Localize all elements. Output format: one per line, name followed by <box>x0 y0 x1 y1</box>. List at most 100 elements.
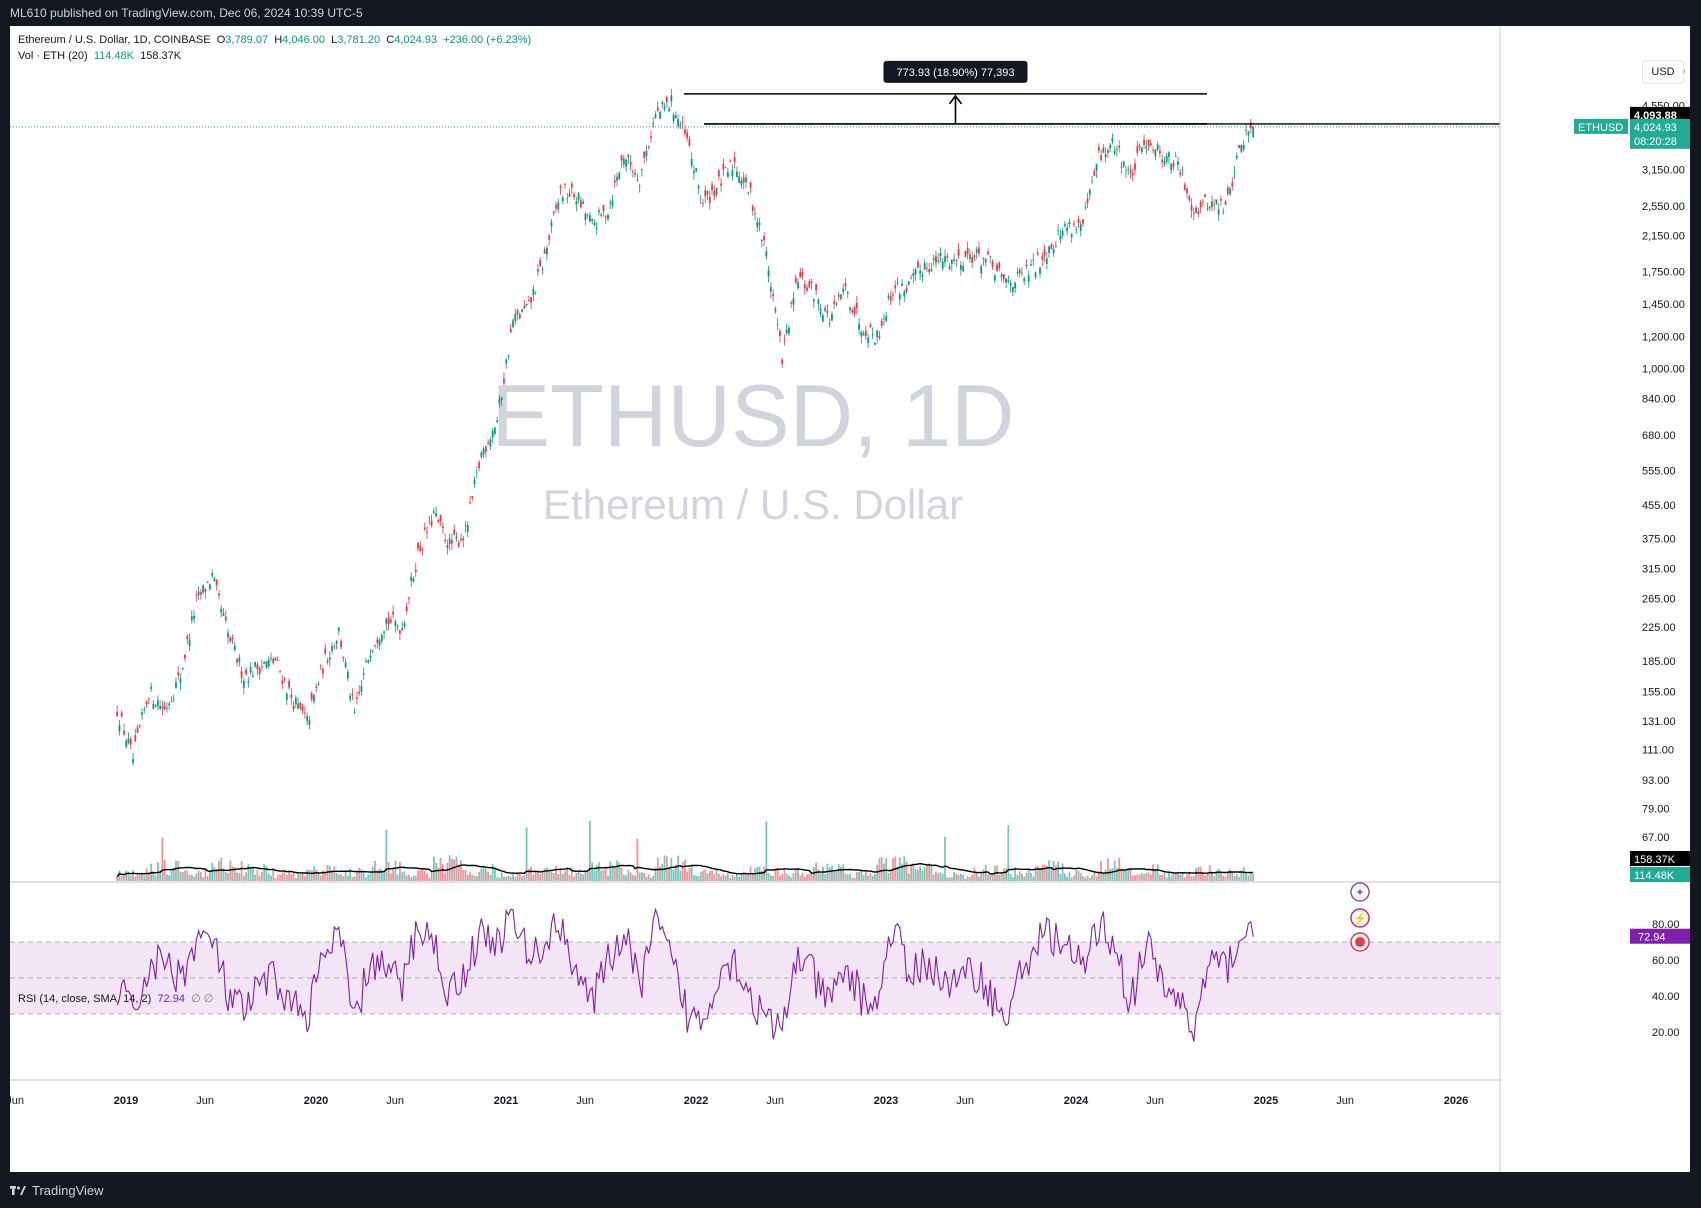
volume-bar <box>405 875 408 881</box>
volume-bar <box>251 867 254 881</box>
volume-bar <box>403 871 406 881</box>
candle-body <box>616 176 618 181</box>
candle-body <box>356 697 358 699</box>
currency-button[interactable]: USD <box>1642 60 1684 84</box>
side-icons[interactable]: ✦ ⚡ <box>1350 882 1370 952</box>
candle-body <box>733 157 736 162</box>
price-axis[interactable]: 5,550.004,550.003,150.002,550.002,150.00… <box>1501 26 1690 1172</box>
volume-bar <box>564 870 566 881</box>
volume-bar <box>736 873 738 881</box>
volume-bar <box>482 865 485 881</box>
candle-body <box>598 210 600 213</box>
candle-body <box>566 198 569 200</box>
volume-bar <box>1100 860 1102 881</box>
volume-bar <box>1188 871 1191 881</box>
branding-text: TradingView <box>32 1182 104 1198</box>
candle-body <box>1122 161 1125 167</box>
candle-body <box>688 139 691 146</box>
volume-legend-label[interactable]: Vol · ETH (20) <box>18 50 88 62</box>
volume-bar <box>733 876 736 881</box>
volume-bar <box>417 870 419 881</box>
candle-body <box>815 283 817 291</box>
volume-bar <box>765 821 768 881</box>
volume-bar <box>901 863 903 881</box>
chart-svg[interactable]: ETHUSD, 1D Ethereum / U.S. Dollar 773.93… <box>6 26 1690 1172</box>
price-tick-label: 2,150.00 <box>1642 231 1685 243</box>
volume-bar <box>138 875 141 881</box>
lightning-icon[interactable] <box>1350 908 1370 928</box>
candle-body <box>457 542 460 547</box>
candle-body <box>991 261 994 267</box>
candle-body <box>559 186 562 189</box>
candle-body <box>1145 146 1148 149</box>
candle-body <box>159 706 162 709</box>
volume-bar <box>346 875 349 881</box>
volume-bar <box>1059 873 1062 881</box>
candle-body <box>161 706 164 709</box>
candle-body <box>482 448 485 455</box>
volume-bar <box>575 872 578 881</box>
volume-bar <box>261 871 263 881</box>
candle-body <box>428 517 431 518</box>
volume-bar <box>236 872 238 881</box>
price-tick-label: 1,000.00 <box>1642 363 1685 375</box>
volume-bar <box>344 871 347 881</box>
rsi-axis[interactable]: 80.00 60.00 40.00 20.00 <box>1652 919 1680 1039</box>
candle-body <box>362 673 365 675</box>
candle-body <box>444 540 447 542</box>
volume-bar <box>487 871 490 881</box>
last-price-tag <box>1630 118 1690 149</box>
time-tick-label: 2026 <box>1444 1095 1468 1107</box>
volume-bar <box>317 873 320 881</box>
time-axis[interactable]: Jun 2019 Jun 2020 Jun 2021 Jun 2022 Jun 2023 Jun 20… <box>6 1095 1468 1107</box>
candle-body <box>1222 211 1225 213</box>
candle-body <box>1224 201 1227 205</box>
candle-body <box>1134 163 1136 170</box>
candle-body <box>613 180 616 183</box>
volume-bar <box>589 820 591 881</box>
measure-label-box <box>883 60 1028 83</box>
volume-bar <box>166 874 168 881</box>
candle-body <box>432 511 435 513</box>
candle-body <box>475 471 478 473</box>
candle-body <box>1054 245 1057 247</box>
candle-body <box>1165 155 1168 162</box>
volume-bar <box>1143 874 1145 881</box>
candle-body <box>930 268 933 271</box>
rsi-legend-label[interactable]: RSI (14, close, SMA, 14, 2) <box>18 993 152 1005</box>
candle-body <box>209 584 211 590</box>
ideas-icon[interactable] <box>1350 882 1370 902</box>
volume-bar <box>1054 865 1057 881</box>
volume-bar <box>921 870 924 881</box>
volume-bar <box>534 871 537 881</box>
rsi-line <box>116 907 1254 1042</box>
volume-bar <box>367 874 370 881</box>
candle-body <box>1027 275 1030 282</box>
candle-body <box>962 266 965 272</box>
candle-body <box>781 359 784 365</box>
volume-legend-ma: 158.37K <box>140 50 182 62</box>
candle-body <box>1113 151 1116 155</box>
chart-frame[interactable]: ETHUSD, 1D Ethereum / U.S. Dollar 773.93… <box>6 26 1690 1172</box>
volume-bar <box>806 874 808 881</box>
volume-bar <box>853 877 856 881</box>
candle-body <box>1052 248 1055 254</box>
price-tick-label: 1,450.00 <box>1642 299 1685 311</box>
volume-bar <box>1039 868 1041 881</box>
volume-bar <box>430 871 433 881</box>
candle-body <box>772 294 775 297</box>
volume-bar <box>525 827 528 881</box>
price-tick-label: 93.00 <box>1642 775 1670 787</box>
volume-bar <box>923 867 926 881</box>
candle-body <box>808 281 811 288</box>
volume-bar <box>1091 875 1093 881</box>
volume-bar <box>473 876 476 881</box>
legend-symbol[interactable]: Ethereum / U.S. Dollar, 1D, COINBASE <box>18 34 211 46</box>
candle-body <box>1009 283 1012 286</box>
measure-tool[interactable]: 773.93 (18.90%) 77,393 <box>684 60 1207 125</box>
volume-bar <box>360 869 363 881</box>
legend-high-label: H <box>274 34 283 46</box>
candle-body <box>916 261 919 268</box>
volume-bar <box>503 876 505 881</box>
volume-bar <box>233 867 236 881</box>
